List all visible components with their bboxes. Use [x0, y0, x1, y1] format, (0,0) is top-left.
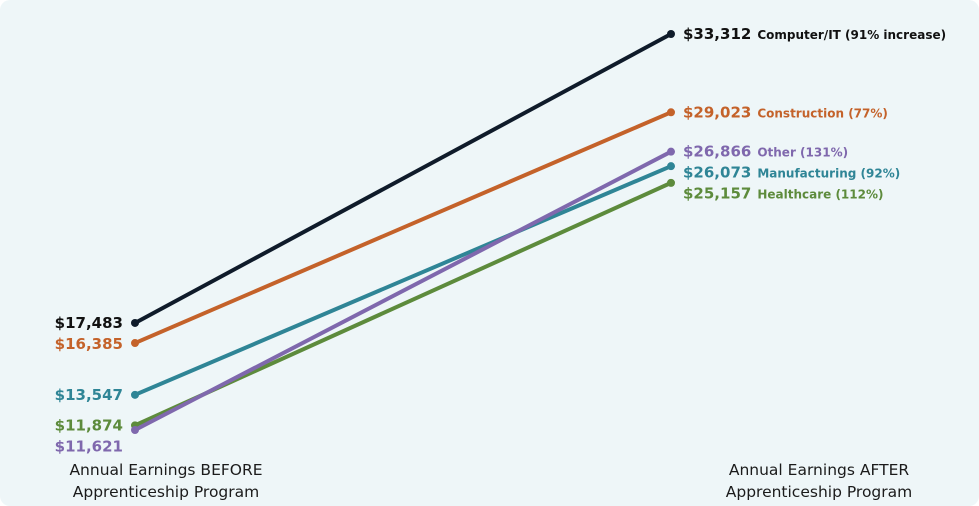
before-value-other: $11,621: [55, 437, 123, 455]
series-label-other: Other (131%): [757, 146, 848, 160]
series-line-construction: [133, 110, 673, 346]
point-after-manufacturing: [667, 162, 675, 171]
before-value-construction: $16,385: [55, 335, 123, 353]
point-after-computer-it: [667, 30, 675, 38]
after-value-manufacturing: $26,073: [683, 164, 751, 182]
point-before-other: [131, 426, 139, 434]
point-before-construction: [131, 339, 139, 348]
series-line-computer-it: [133, 32, 673, 325]
x-label-before-line-1: Annual Earnings BEFORE: [69, 461, 262, 479]
point-after-other: [667, 147, 675, 156]
series-label-construction: Construction (77%): [757, 106, 888, 120]
series-label-manufacturing: Manufacturing (92%): [757, 167, 900, 181]
point-before-computer-it: [131, 318, 139, 327]
after-value-other: $26,866: [683, 143, 751, 161]
before-value-healthcare: $11,874: [55, 416, 123, 434]
x-label-after-line-1: Annual Earnings AFTER: [729, 461, 910, 479]
before-value-manufacturing: $13,547: [55, 386, 123, 404]
after-value-computer-it: $33,312: [683, 25, 751, 43]
point-after-healthcare: [667, 178, 675, 187]
series-line-other: [133, 149, 673, 432]
point-before-manufacturing: [131, 390, 139, 399]
series-line-manufacturing: [133, 164, 673, 397]
point-after-construction: [667, 108, 675, 117]
x-label-after-line-2: Apprenticeship Program: [726, 483, 912, 501]
series-label-computer-it: Computer/IT (91% increase): [757, 28, 946, 42]
before-value-computer-it: $17,483: [55, 314, 123, 332]
x-label-before-line-2: Apprenticeship Program: [73, 483, 259, 501]
after-value-construction: $29,023: [683, 103, 751, 121]
series-label-healthcare: Healthcare (112%): [757, 188, 883, 202]
after-value-healthcare: $25,157: [683, 185, 751, 203]
